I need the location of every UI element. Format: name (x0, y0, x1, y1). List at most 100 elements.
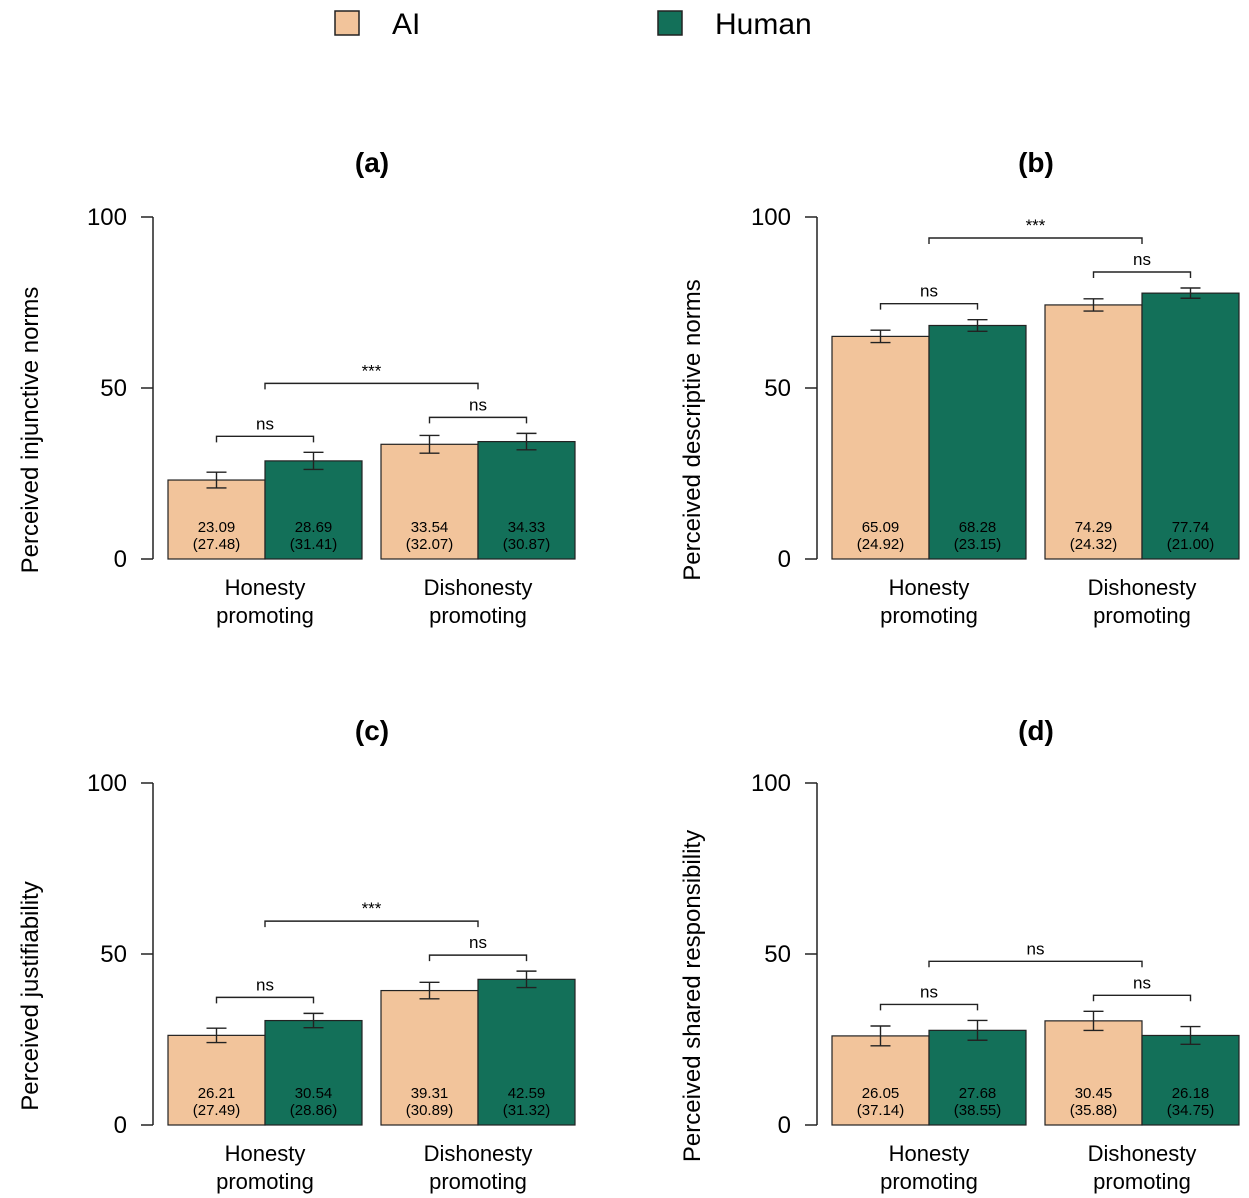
significance-label: ns (469, 933, 487, 952)
significance-label: ns (256, 414, 274, 433)
x-category-label: Honesty (889, 575, 970, 600)
x-category-label: promoting (1093, 1169, 1191, 1194)
legend-label-human: Human (715, 8, 812, 41)
panel-title: (c) (355, 715, 389, 746)
x-category-label: promoting (216, 603, 314, 628)
bar-sd-label: (34.75) (1167, 1102, 1215, 1119)
bar-sd-label: (32.07) (406, 536, 454, 553)
significance-bracket (1092, 271, 1192, 278)
significance-bracket (428, 954, 528, 962)
bar-sd-label: (31.41) (290, 536, 338, 553)
chart-panel-4: (d) Perceived shared responsibility 0 50 100… (679, 715, 1240, 1194)
significance-label: ns (256, 975, 274, 994)
x-category-label: Honesty (225, 1141, 306, 1166)
bar-sd-label: (28.86) (290, 1102, 338, 1119)
bar (477, 440, 576, 560)
bar-value-label: 34.33 (508, 519, 546, 536)
x-category-label: Honesty (225, 575, 306, 600)
bar-value-label: 28.69 (295, 519, 333, 536)
bar-sd-label: (27.49) (193, 1102, 241, 1119)
y-tick-label: 100 (87, 204, 127, 231)
bar (928, 324, 1027, 560)
legend-swatch-ai (334, 10, 360, 36)
significance-bracket (264, 920, 479, 928)
x-category-label: Dishonesty (1088, 1141, 1197, 1166)
significance-label: ns (1133, 973, 1151, 992)
y-tick-label: 0 (114, 546, 127, 573)
bar-value-label: 39.31 (411, 1085, 449, 1102)
bar (380, 989, 479, 1126)
y-tick-label: 50 (764, 375, 791, 402)
bar-sd-label: (24.32) (1070, 536, 1118, 553)
bar-value-label: 74.29 (1075, 519, 1113, 536)
bar-value-label: 30.45 (1075, 1085, 1113, 1102)
significance-bracket (879, 1003, 979, 1011)
significance-bracket (928, 237, 1143, 244)
x-category-label: Dishonesty (424, 575, 533, 600)
y-tick-label: 50 (764, 941, 791, 968)
bar-value-label: 33.54 (411, 519, 449, 536)
y-tick-label: 100 (751, 204, 791, 231)
bar-value-label: 26.21 (198, 1085, 236, 1102)
chart-panel-1: (a) Perceived injunctive norms 0 50 100 23.09… (17, 147, 576, 628)
y-tick-label: 0 (778, 1112, 791, 1139)
bar-value-label: 68.28 (959, 519, 997, 536)
bar-sd-label: (24.92) (857, 536, 905, 553)
chart-panel-3: (c)Perceived justifiability05010026.21(2… (17, 715, 576, 1194)
bar-value-label: 26.05 (862, 1085, 900, 1102)
bar-value-label: 30.54 (295, 1085, 333, 1102)
x-category-label: promoting (216, 1169, 314, 1194)
legend-label-ai: AI (392, 8, 420, 41)
x-category-label: Dishonesty (1088, 575, 1197, 600)
bar-sd-label: (38.55) (954, 1102, 1002, 1119)
legend-swatch-human (657, 10, 683, 36)
significance-bracket (928, 960, 1143, 968)
bar (167, 479, 266, 560)
y-tick-label: 100 (751, 770, 791, 797)
bar-sd-label: (35.88) (1070, 1102, 1118, 1119)
y-axis-label: Perceived descriptive norms (679, 279, 706, 580)
bar-sd-label: (37.14) (857, 1102, 905, 1119)
bar (264, 460, 363, 560)
bar-sd-label: (23.15) (954, 536, 1002, 553)
bar-sd-label: (31.32) (503, 1102, 551, 1119)
significance-label: *** (362, 361, 382, 380)
bar (477, 978, 576, 1126)
x-category-label: Dishonesty (424, 1141, 533, 1166)
bar-sd-label: (30.87) (503, 536, 551, 553)
bar-value-label: 65.09 (862, 519, 900, 536)
bar-value-label: 42.59 (508, 1085, 546, 1102)
significance-bracket (215, 435, 315, 443)
y-axis-label: Perceived justifiability (17, 881, 44, 1110)
y-axis-label: Perceived injunctive norms (17, 287, 44, 574)
significance-label: *** (362, 899, 382, 918)
bar-sd-label: (21.00) (1167, 536, 1215, 553)
significance-label: ns (920, 282, 938, 301)
x-category-label: Honesty (889, 1141, 970, 1166)
legend: AI Human (334, 8, 812, 41)
panel-title: (b) (1018, 147, 1054, 178)
bar-sd-label: (27.48) (193, 536, 241, 553)
x-category-label: promoting (1093, 603, 1191, 628)
significance-bracket (879, 302, 979, 310)
panel-title: (a) (355, 147, 389, 178)
bar-value-label: 23.09 (198, 519, 236, 536)
significance-label: ns (469, 395, 487, 414)
bar (1141, 1034, 1240, 1126)
bar-value-label: 77.74 (1172, 519, 1210, 536)
bar-value-label: 26.18 (1172, 1085, 1210, 1102)
y-tick-label: 100 (87, 770, 127, 797)
significance-label: ns (1027, 939, 1045, 958)
chart-panel-2: (b) Perceived descriptive norms 0 50 100 65.0… (679, 147, 1240, 628)
y-tick-label: 50 (100, 375, 127, 402)
significance-bracket (428, 416, 528, 424)
y-axis-label: Perceived shared responsibility (679, 830, 706, 1162)
bar-sd-label: (30.89) (406, 1102, 454, 1119)
bar (831, 335, 930, 560)
x-category-label: promoting (880, 603, 978, 628)
significance-label: ns (920, 982, 938, 1001)
bar-value-label: 27.68 (959, 1085, 997, 1102)
panel-title: (d) (1018, 715, 1054, 746)
bar (264, 1019, 363, 1126)
